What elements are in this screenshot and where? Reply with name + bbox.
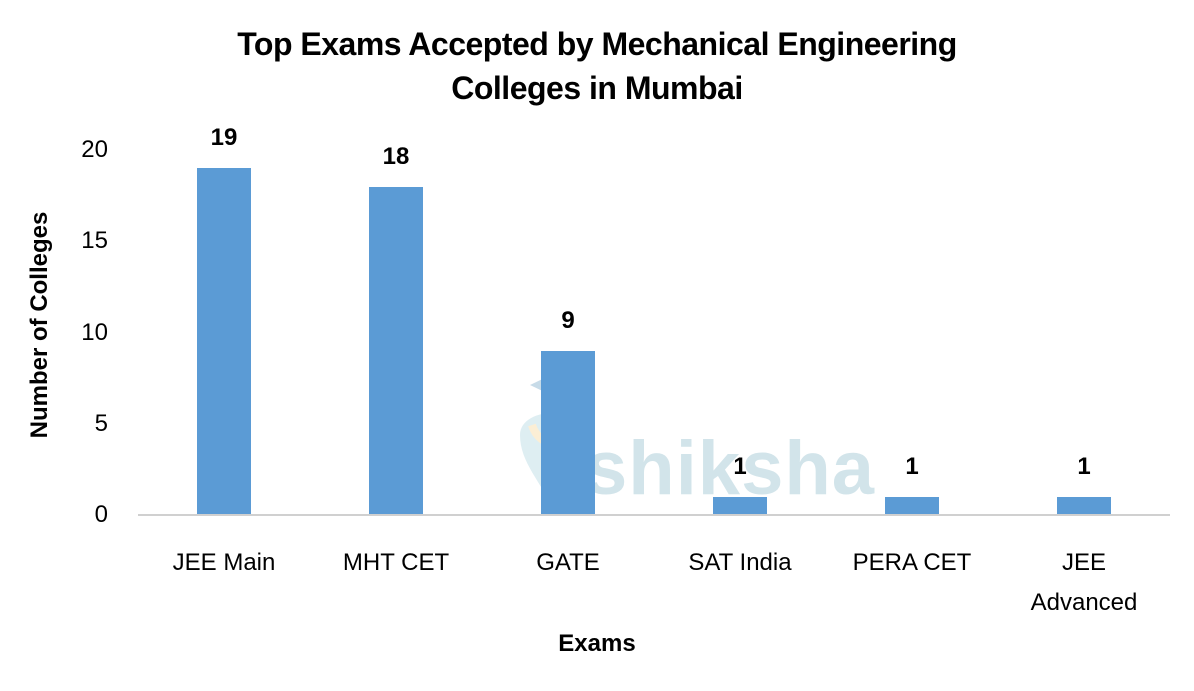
y-tick-label: 20 — [81, 136, 108, 163]
data-label: 1 — [1077, 452, 1091, 480]
data-label: 19 — [210, 124, 238, 152]
bar — [541, 350, 595, 515]
x-tick-label: JEE Advanced — [1030, 549, 1138, 616]
x-tick-label: GATE — [536, 549, 600, 576]
x-tick-label: SAT India — [688, 549, 792, 576]
bar — [885, 496, 939, 515]
y-axis-label: Number of Colleges — [26, 211, 53, 439]
y-tick-label: 0 — [94, 501, 108, 528]
chart-title: Top Exams Accepted by Mechanical Enginee… — [0, 22, 1194, 110]
y-tick-label: 15 — [81, 227, 108, 255]
x-axis-label: Exams — [558, 630, 636, 657]
data-label: 1 — [905, 452, 919, 480]
data-label: 9 — [561, 306, 575, 334]
chart-title-line-1: Top Exams Accepted by Mechanical Enginee… — [237, 26, 957, 62]
bar — [713, 496, 767, 515]
bar — [369, 186, 423, 515]
data-label: 18 — [382, 142, 410, 170]
y-tick-label: 10 — [81, 318, 108, 346]
bar — [197, 168, 251, 515]
x-tick-label: MHT CET — [342, 549, 450, 576]
chart-title-line-2: Colleges in Mumbai — [451, 70, 743, 106]
x-tick-label: PERA CET — [852, 549, 972, 576]
data-label: 1 — [733, 452, 747, 480]
bar — [1057, 496, 1111, 515]
x-tick-label: JEE Main — [172, 549, 276, 576]
y-tick-label: 5 — [94, 409, 108, 437]
x-axis-line — [138, 514, 1170, 516]
